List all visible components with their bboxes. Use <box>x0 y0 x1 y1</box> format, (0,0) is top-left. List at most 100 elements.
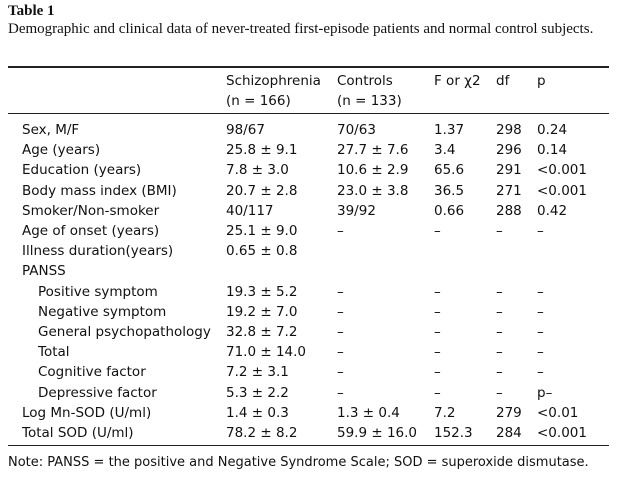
cell: – <box>496 303 503 320</box>
row-label: Age (years) <box>22 142 101 159</box>
cell: – <box>537 364 544 381</box>
cell: – <box>537 324 544 340</box>
cell: 1.4 ± 0.3 <box>226 404 289 421</box>
row-label: Positive symptom <box>38 283 158 300</box>
cell: 32.8 ± 7.2 <box>226 324 298 340</box>
cell: – <box>434 283 441 300</box>
cell: 25.1 ± 9.0 <box>226 223 298 239</box>
row-label: Age of onset (years) <box>22 223 160 239</box>
cell: – <box>434 324 441 340</box>
caption: Demographic and clinical data of never-t… <box>8 21 594 37</box>
cell: – <box>537 283 544 300</box>
cell: 0.24 <box>537 122 568 138</box>
cell: 7.2 ± 3.1 <box>226 364 289 381</box>
cell: 70/63 <box>337 122 376 138</box>
cell: – <box>434 344 441 361</box>
cell: – <box>434 303 441 320</box>
row-label: Smoker/Non-smoker <box>22 202 160 219</box>
row-label: General psychopathology <box>38 324 211 340</box>
cell: 65.6 <box>434 162 465 179</box>
cell: – <box>496 384 503 401</box>
cell: – <box>337 324 344 340</box>
column-subheader: (n = 166) <box>226 93 291 109</box>
cell: 78.2 ± 8.2 <box>226 425 298 441</box>
cell: – <box>496 324 503 340</box>
cell: 19.2 ± 7.0 <box>226 303 298 320</box>
cell: 25.8 ± 9.1 <box>226 142 298 159</box>
cell: – <box>434 364 441 381</box>
cell: 291 <box>496 162 522 179</box>
cell: – <box>434 384 441 401</box>
cell: 1.37 <box>434 122 465 138</box>
header-rule <box>8 113 609 114</box>
cell: – <box>337 384 344 401</box>
cell: 59.9 ± 16.0 <box>337 425 418 441</box>
cell: 284 <box>496 425 522 441</box>
cell: 10.6 ± 2.9 <box>337 162 409 179</box>
cell: – <box>496 283 503 300</box>
cell: <0.001 <box>537 425 587 441</box>
cell: – <box>337 344 344 361</box>
cell: 0.66 <box>434 202 465 219</box>
cell: – <box>337 303 344 320</box>
row-label: Illness duration(years) <box>22 243 174 260</box>
row-label: Negative symptom <box>38 303 167 320</box>
cell: 5.3 ± 2.2 <box>226 384 289 401</box>
column-header: F or χ2 <box>434 73 481 89</box>
cell: – <box>496 364 503 381</box>
cell: <0.01 <box>537 404 579 421</box>
column-header: Controls <box>337 73 393 89</box>
cell: 39/92 <box>337 202 376 219</box>
cell: 298 <box>496 122 522 138</box>
column-header: Schizophrenia <box>226 73 321 89</box>
row-label: Education (years) <box>22 162 142 179</box>
cell: 288 <box>496 202 522 219</box>
cell: 27.7 ± 7.6 <box>337 142 409 159</box>
cell: <0.001 <box>537 162 587 179</box>
cell: 271 <box>496 182 522 199</box>
cell: 23.0 ± 3.8 <box>337 182 409 199</box>
cell: 279 <box>496 404 522 421</box>
group-label: PANSS <box>22 263 66 280</box>
cell: 152.3 <box>434 425 473 441</box>
cell: 1.3 ± 0.4 <box>337 404 400 421</box>
table-label: Table 1 <box>8 3 55 19</box>
cell: 296 <box>496 142 522 159</box>
cell: 7.8 ± 3.0 <box>226 162 289 179</box>
column-subheader: (n = 133) <box>337 93 402 109</box>
cell: <0.001 <box>537 182 587 199</box>
cell: 7.2 <box>434 404 456 421</box>
cell: 0.65 ± 0.8 <box>226 243 298 260</box>
cell: 36.5 <box>434 182 465 199</box>
cell: 19.3 ± 5.2 <box>226 283 298 300</box>
cell: 98/67 <box>226 122 265 138</box>
row-label: Log Mn-SOD (U/ml) <box>22 404 152 421</box>
cell: 20.7 ± 2.8 <box>226 182 298 199</box>
row-label: Sex, M/F <box>22 122 80 138</box>
cell: 3.4 <box>434 142 456 159</box>
cell: 40/117 <box>226 202 274 219</box>
top-rule <box>8 66 609 68</box>
cell: – <box>337 223 344 239</box>
cell: 0.14 <box>537 142 568 159</box>
cell: 71.0 ± 14.0 <box>226 344 307 361</box>
cell: p– <box>537 384 553 401</box>
cell: 0.42 <box>537 202 568 219</box>
cell: – <box>337 283 344 300</box>
cell: – <box>434 223 441 239</box>
column-header: df <box>496 73 510 89</box>
cell: – <box>537 223 544 239</box>
bottom-rule <box>8 445 609 446</box>
cell: – <box>537 303 544 320</box>
note: Note: PANSS = the positive and Negative … <box>8 455 589 470</box>
cell: – <box>537 344 544 361</box>
row-label: Depressive factor <box>38 384 157 401</box>
cell: – <box>337 364 344 381</box>
row-label: Cognitive factor <box>38 364 146 381</box>
cell: – <box>496 344 503 361</box>
cell: – <box>496 223 503 239</box>
column-header: p <box>537 73 546 89</box>
row-label: Total <box>38 344 70 361</box>
row-label: Total SOD (U/ml) <box>22 425 134 441</box>
